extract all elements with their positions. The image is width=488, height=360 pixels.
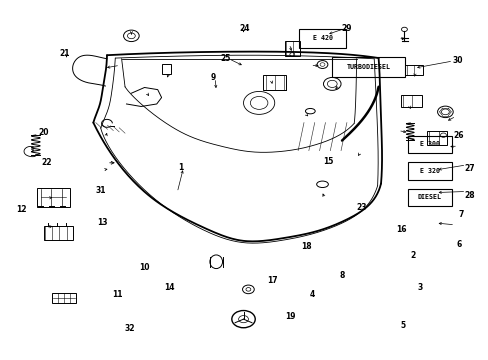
Text: 25: 25 xyxy=(220,54,231,63)
Bar xyxy=(404,64,423,75)
Text: 4: 4 xyxy=(309,290,315,299)
Text: 15: 15 xyxy=(323,157,333,166)
Bar xyxy=(400,95,421,107)
Text: 30: 30 xyxy=(452,57,462,66)
Text: 8: 8 xyxy=(339,270,344,279)
Text: 22: 22 xyxy=(41,158,52,167)
Text: 5: 5 xyxy=(400,321,405,330)
Text: 16: 16 xyxy=(395,225,406,234)
Text: 7: 7 xyxy=(458,210,463,219)
Text: 14: 14 xyxy=(163,283,174,292)
Text: 3: 3 xyxy=(417,283,422,292)
Bar xyxy=(285,41,299,55)
Bar xyxy=(263,75,286,90)
Text: 28: 28 xyxy=(464,190,474,199)
Text: 31: 31 xyxy=(95,185,106,194)
Bar xyxy=(407,135,451,153)
Text: E 420: E 420 xyxy=(312,35,332,41)
Bar xyxy=(162,64,170,74)
Text: 19: 19 xyxy=(285,312,295,321)
Text: 32: 32 xyxy=(124,324,135,333)
Bar xyxy=(407,162,451,180)
Text: 29: 29 xyxy=(341,24,351,33)
Text: 17: 17 xyxy=(267,276,278,285)
Text: 2: 2 xyxy=(409,251,414,260)
Text: 11: 11 xyxy=(112,290,122,299)
Text: E 320: E 320 xyxy=(419,168,439,174)
Bar xyxy=(43,226,73,240)
Bar xyxy=(331,57,405,77)
Text: 20: 20 xyxy=(38,128,49,137)
Text: 27: 27 xyxy=(464,164,474,173)
Bar xyxy=(426,131,447,145)
Text: 13: 13 xyxy=(97,218,107,227)
Text: E 300: E 300 xyxy=(419,141,439,147)
Text: 1: 1 xyxy=(178,163,183,172)
Bar xyxy=(299,29,345,48)
Text: 24: 24 xyxy=(239,24,249,33)
Bar xyxy=(52,293,76,303)
Text: 21: 21 xyxy=(60,49,70,58)
Text: 26: 26 xyxy=(453,131,463,140)
Bar xyxy=(37,188,70,207)
Text: 6: 6 xyxy=(455,240,461,249)
Text: 12: 12 xyxy=(16,205,26,214)
Bar xyxy=(407,189,451,206)
Text: 10: 10 xyxy=(139,264,149,273)
Text: TURBODIESEL: TURBODIESEL xyxy=(346,64,390,70)
Text: DIESEL: DIESEL xyxy=(417,194,441,200)
Text: 23: 23 xyxy=(356,203,366,212)
Text: 9: 9 xyxy=(210,73,215,82)
Text: 18: 18 xyxy=(301,242,312,251)
